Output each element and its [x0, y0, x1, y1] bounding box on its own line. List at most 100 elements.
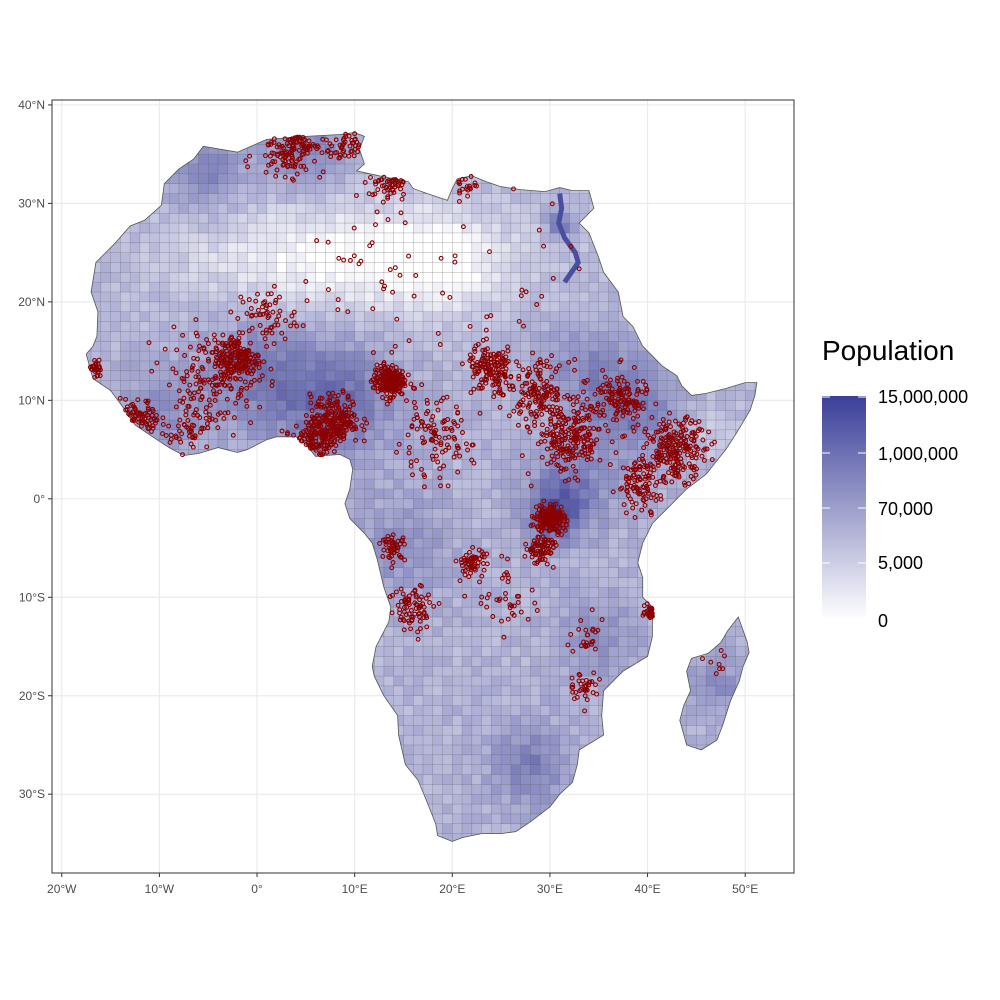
population-cell: [393, 508, 404, 519]
population-cell: [364, 262, 375, 273]
population-cell: [374, 636, 385, 647]
population-cell: [462, 449, 473, 460]
population-cell: [510, 311, 521, 322]
population-cell: [510, 577, 521, 588]
population-cell: [354, 331, 365, 342]
population-cell: [413, 479, 424, 490]
population-cell: [276, 232, 287, 244]
population-cell: [559, 429, 570, 441]
population-cell: [520, 616, 531, 628]
population-cell: [178, 252, 189, 263]
population-cell: [296, 301, 307, 313]
population-cell: [676, 410, 687, 421]
population-cell: [510, 813, 521, 825]
population-cell: [491, 735, 502, 746]
population-cell: [442, 272, 453, 283]
population-cell: [305, 193, 316, 204]
population-cell: [315, 360, 326, 372]
population-cell: [364, 252, 375, 263]
population-cell: [608, 449, 619, 460]
population-cell: [569, 488, 580, 500]
population-cell: [501, 616, 512, 628]
population-cell: [559, 744, 570, 756]
population-cell: [452, 774, 463, 785]
population-cell: [598, 587, 609, 598]
population-cell: [364, 528, 375, 539]
population-cell: [481, 538, 492, 549]
population-cell: [198, 272, 209, 283]
population-cell: [442, 774, 453, 785]
population-cell: [559, 695, 570, 706]
population-cell: [510, 518, 521, 529]
population-cell: [257, 223, 268, 234]
population-cell: [462, 685, 473, 697]
population-cell: [393, 390, 404, 401]
population-cell: [510, 626, 521, 637]
population-cell: [462, 272, 473, 283]
population-cell: [569, 360, 580, 372]
population-cell: [227, 292, 238, 303]
population-cell: [413, 223, 424, 234]
population-cell: [286, 360, 297, 372]
population-cell: [169, 420, 180, 431]
population-cell: [520, 577, 531, 588]
population-cell: [706, 646, 717, 657]
population-cell: [178, 272, 189, 283]
population-cell: [413, 380, 424, 391]
population-cell: [481, 410, 492, 421]
population-cell: [110, 282, 121, 293]
population-cell: [305, 272, 316, 283]
population-cell: [598, 528, 609, 539]
population-cell: [481, 567, 492, 578]
population-cell: [257, 272, 268, 283]
population-cell: [100, 252, 111, 263]
population-cell: [549, 666, 560, 677]
population-cell: [491, 607, 502, 618]
population-cell: [149, 331, 160, 342]
population-cell: [725, 676, 736, 687]
population-cell: [286, 213, 297, 224]
population-cell: [540, 203, 551, 214]
population-cell: [403, 754, 414, 765]
population-cell: [423, 223, 434, 234]
population-cell: [413, 469, 424, 480]
population-cell: [462, 754, 473, 765]
population-cell: [383, 587, 395, 598]
population-cell: [637, 360, 648, 372]
population-cell: [549, 676, 560, 687]
population-cell: [188, 410, 199, 421]
population-cell: [227, 321, 238, 332]
population-cell: [501, 282, 512, 293]
population-cell: [325, 223, 336, 234]
population-cell: [276, 301, 287, 313]
population-cell: [393, 479, 404, 490]
population-cell: [520, 754, 531, 765]
population-cell: [178, 292, 189, 303]
population-cell: [413, 301, 424, 313]
population-cell: [579, 715, 590, 726]
population-cell: [383, 410, 395, 421]
population-cell: [139, 252, 150, 263]
population-cell: [608, 321, 619, 332]
population-cell: [608, 341, 619, 352]
population-cell: [393, 311, 404, 322]
population-cell: [178, 370, 189, 381]
population-cell: [569, 705, 580, 716]
population-cell: [579, 567, 590, 578]
population-cell: [100, 351, 111, 362]
population-cell: [579, 360, 590, 372]
population-cell: [169, 173, 180, 184]
population-cell: [296, 400, 307, 411]
population-cell: [452, 203, 463, 214]
population-cell: [579, 508, 590, 519]
population-cell: [432, 360, 443, 372]
population-cell: [452, 528, 463, 539]
population-cell: [501, 646, 512, 657]
population-cell: [559, 301, 570, 313]
population-cell: [198, 420, 209, 431]
population-cell: [510, 784, 521, 795]
population-cell: [510, 232, 521, 244]
population-cell: [608, 311, 619, 322]
population-cell: [647, 400, 658, 411]
